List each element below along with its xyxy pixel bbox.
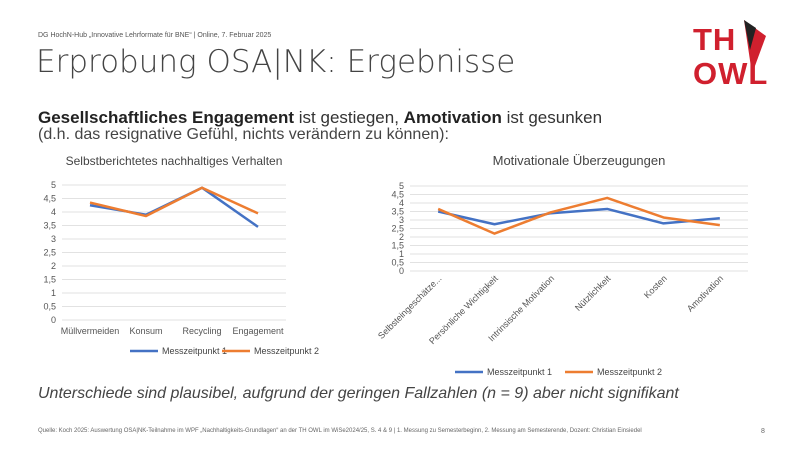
y-tick-label: 2,5 — [391, 224, 404, 234]
subtitle-bold: Amotivation — [403, 108, 502, 127]
y-tick-label: 3 — [51, 234, 56, 244]
y-tick-label: 3 — [399, 215, 404, 225]
subtitle-text: ist gestiegen, — [294, 108, 404, 127]
slide-title: Erprobung OSA|NK: Ergebnisse — [36, 44, 516, 80]
y-tick-label: 0,5 — [391, 258, 404, 268]
y-tick-label: 5 — [399, 181, 404, 191]
legend-label: Messzeitpunkt 1 — [162, 346, 227, 356]
x-tick-label: Engagement — [232, 326, 284, 336]
conclusion: Unterschiede sind plausibel, aufgrund de… — [38, 385, 679, 402]
y-tick-label: 1,5 — [391, 241, 404, 251]
x-tick-label: Recycling — [182, 326, 221, 336]
legend-label: Messzeitpunkt 2 — [254, 346, 319, 356]
subtitle-bold: Gesellschaftliches Engagement — [38, 108, 295, 127]
y-tick-label: 4,5 — [391, 190, 404, 200]
legend-label: Messzeitpunkt 1 — [487, 367, 552, 377]
header: DG HochN-Hub „Innovative Lehrformate für… — [38, 32, 272, 39]
data-line — [437, 207, 720, 226]
y-tick-label: 4 — [399, 198, 404, 208]
subtitle-line: (d.h. das resignative Gefühl, nichts ver… — [38, 126, 449, 143]
y-tick-label: 4 — [51, 207, 56, 217]
x-tick-label: Selbsteingeschätze... — [376, 273, 444, 341]
y-tick-label: 3,5 — [391, 207, 404, 217]
y-tick-label: 4,5 — [43, 194, 56, 204]
y-tick-label: 5 — [51, 180, 56, 190]
y-tick-label: 1 — [51, 288, 56, 298]
y-tick-label: 0 — [51, 315, 56, 325]
y-tick-label: 3,5 — [43, 221, 56, 231]
y-tick-label: 1 — [399, 249, 404, 259]
y-tick-label: 2,5 — [43, 248, 56, 258]
data-line — [89, 186, 259, 228]
y-tick-label: 0 — [399, 266, 404, 276]
x-tick-label: Amotivation — [685, 273, 725, 313]
chart-title: Motivationale Überzeugungen — [493, 153, 666, 168]
x-tick-label: Kosten — [642, 273, 669, 300]
x-tick-label: Müllvermeiden — [61, 326, 120, 336]
subtitle-text: ist gesunken — [501, 108, 603, 127]
x-tick-label: Intrinsische Motivation — [486, 273, 556, 343]
y-tick-label: 0,5 — [43, 302, 56, 312]
data-line — [437, 196, 721, 235]
y-tick-label: 2 — [399, 232, 404, 242]
y-tick-label: 2 — [51, 261, 56, 271]
x-tick-label: Konsum — [129, 326, 162, 336]
logo-shape — [744, 20, 756, 50]
y-tick-label: 1,5 — [43, 275, 56, 285]
page-number: 8 — [761, 428, 765, 435]
chart-title: Selbstberichtetes nachhaltiges Verhalten — [66, 154, 283, 168]
logo-text: TH — [693, 22, 737, 57]
footer: Quelle: Koch 2025: Auswertung OSA|NK-Tei… — [38, 428, 642, 434]
x-tick-label: Nützlichkeit — [573, 273, 613, 313]
legend-label: Messzeitpunkt 2 — [597, 367, 662, 377]
data-line — [89, 186, 259, 218]
subtitle: Gesellschaftliches Engagement ist gestie… — [38, 108, 602, 128]
